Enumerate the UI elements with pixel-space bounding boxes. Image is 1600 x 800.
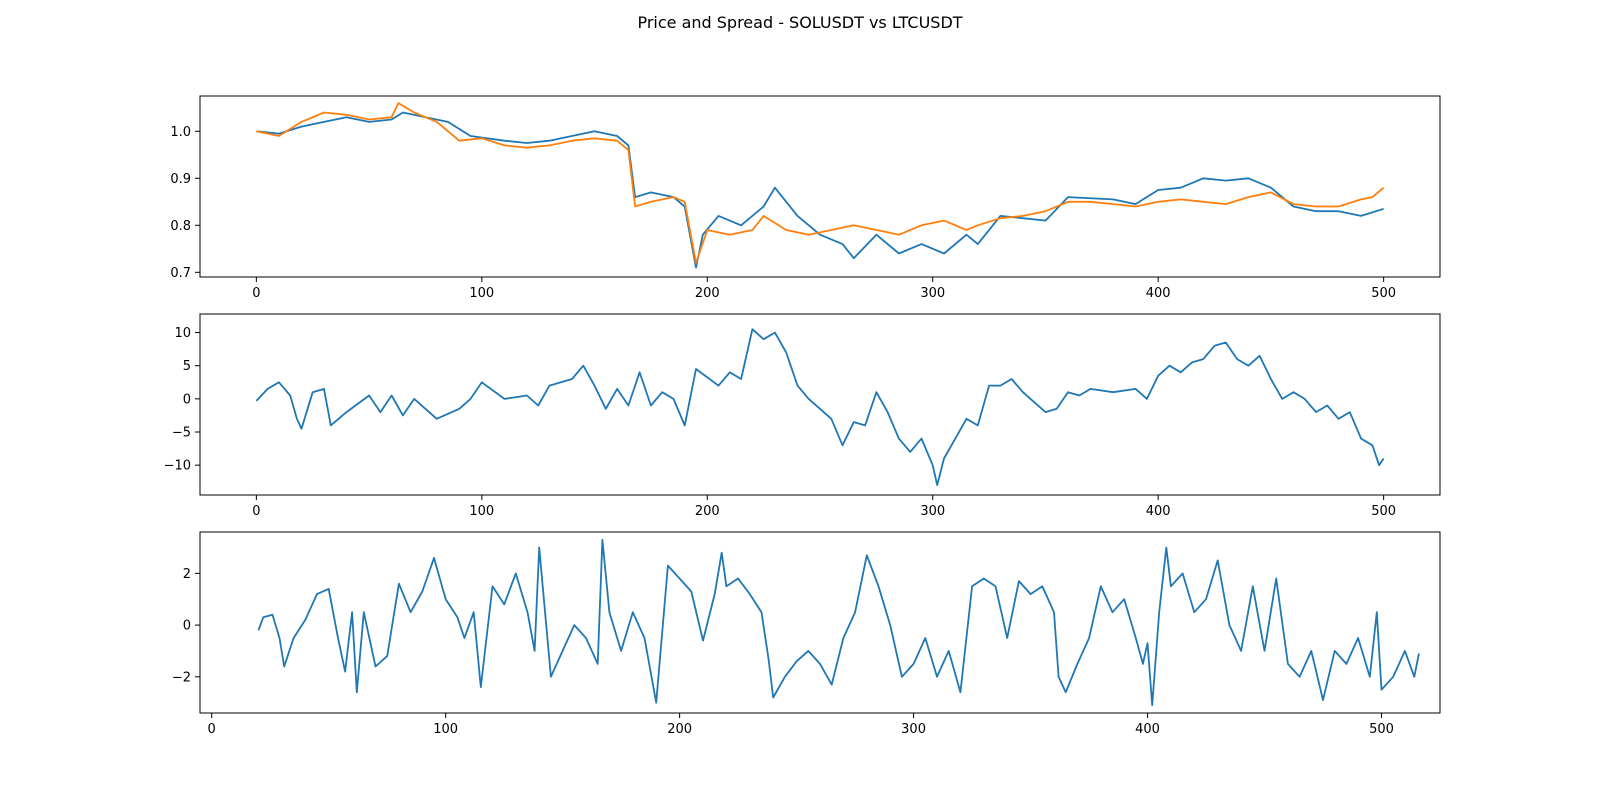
x-tick-label: 400 <box>1146 286 1171 301</box>
x-tick-label: 100 <box>469 286 494 301</box>
panel-normalized-prices: 0 100 200 300 400 500 0.7 0.8 0.9 1.0 <box>170 95 1441 301</box>
y-tick-label: 0.7 <box>170 266 191 281</box>
x-tick-label: 500 <box>1371 286 1396 301</box>
panel-spread: 0 100 200 300 400 500 −10 −5 0 5 10 <box>164 313 1441 519</box>
axes-frame <box>199 531 1441 714</box>
y-tick-label: −2 <box>172 670 191 685</box>
x-tick-label: 200 <box>695 504 720 519</box>
y-tick-label: −5 <box>172 426 191 441</box>
y-tick-label: −10 <box>164 459 191 474</box>
x-tick-label: 300 <box>901 722 926 737</box>
x-tick-label: 400 <box>1146 504 1171 519</box>
y-tick-label: 0.9 <box>170 172 191 187</box>
x-tick-label: 500 <box>1371 504 1396 519</box>
series-line-normalized-prices-0 <box>256 111 1384 269</box>
x-tick-label: 400 <box>1135 722 1160 737</box>
y-tick-label: 0 <box>183 619 191 634</box>
figure-title: Price and Spread - SOLUSDT vs LTCUSDT <box>637 13 963 32</box>
y-tick-label: 5 <box>183 359 191 374</box>
x-tick-label: 300 <box>920 504 945 519</box>
y-tick-label: 1.0 <box>170 125 191 140</box>
x-tick-label: 100 <box>433 722 458 737</box>
series-line-z-score-0 <box>257 538 1420 707</box>
x-tick-label: 200 <box>695 286 720 301</box>
series-line-spread-0 <box>255 328 1385 486</box>
y-tick-label: 0 <box>183 392 191 407</box>
y-tick-label: 0.8 <box>170 219 191 234</box>
x-tick-label: 300 <box>920 286 945 301</box>
x-tick-label: 100 <box>469 504 494 519</box>
x-tick-label: 0 <box>252 504 260 519</box>
y-tick-label: 2 <box>183 567 191 582</box>
x-tick-label: 500 <box>1369 722 1394 737</box>
axes-frame <box>199 95 1441 278</box>
panel-z-score: 0 100 200 300 400 500 −2 0 2 <box>172 531 1441 737</box>
axes-frame <box>199 313 1441 496</box>
y-tick-label: 10 <box>174 326 191 341</box>
x-tick-label: 0 <box>252 286 260 301</box>
x-tick-label: 0 <box>208 722 216 737</box>
series-line-normalized-prices-1 <box>256 102 1385 264</box>
x-tick-label: 200 <box>667 722 692 737</box>
